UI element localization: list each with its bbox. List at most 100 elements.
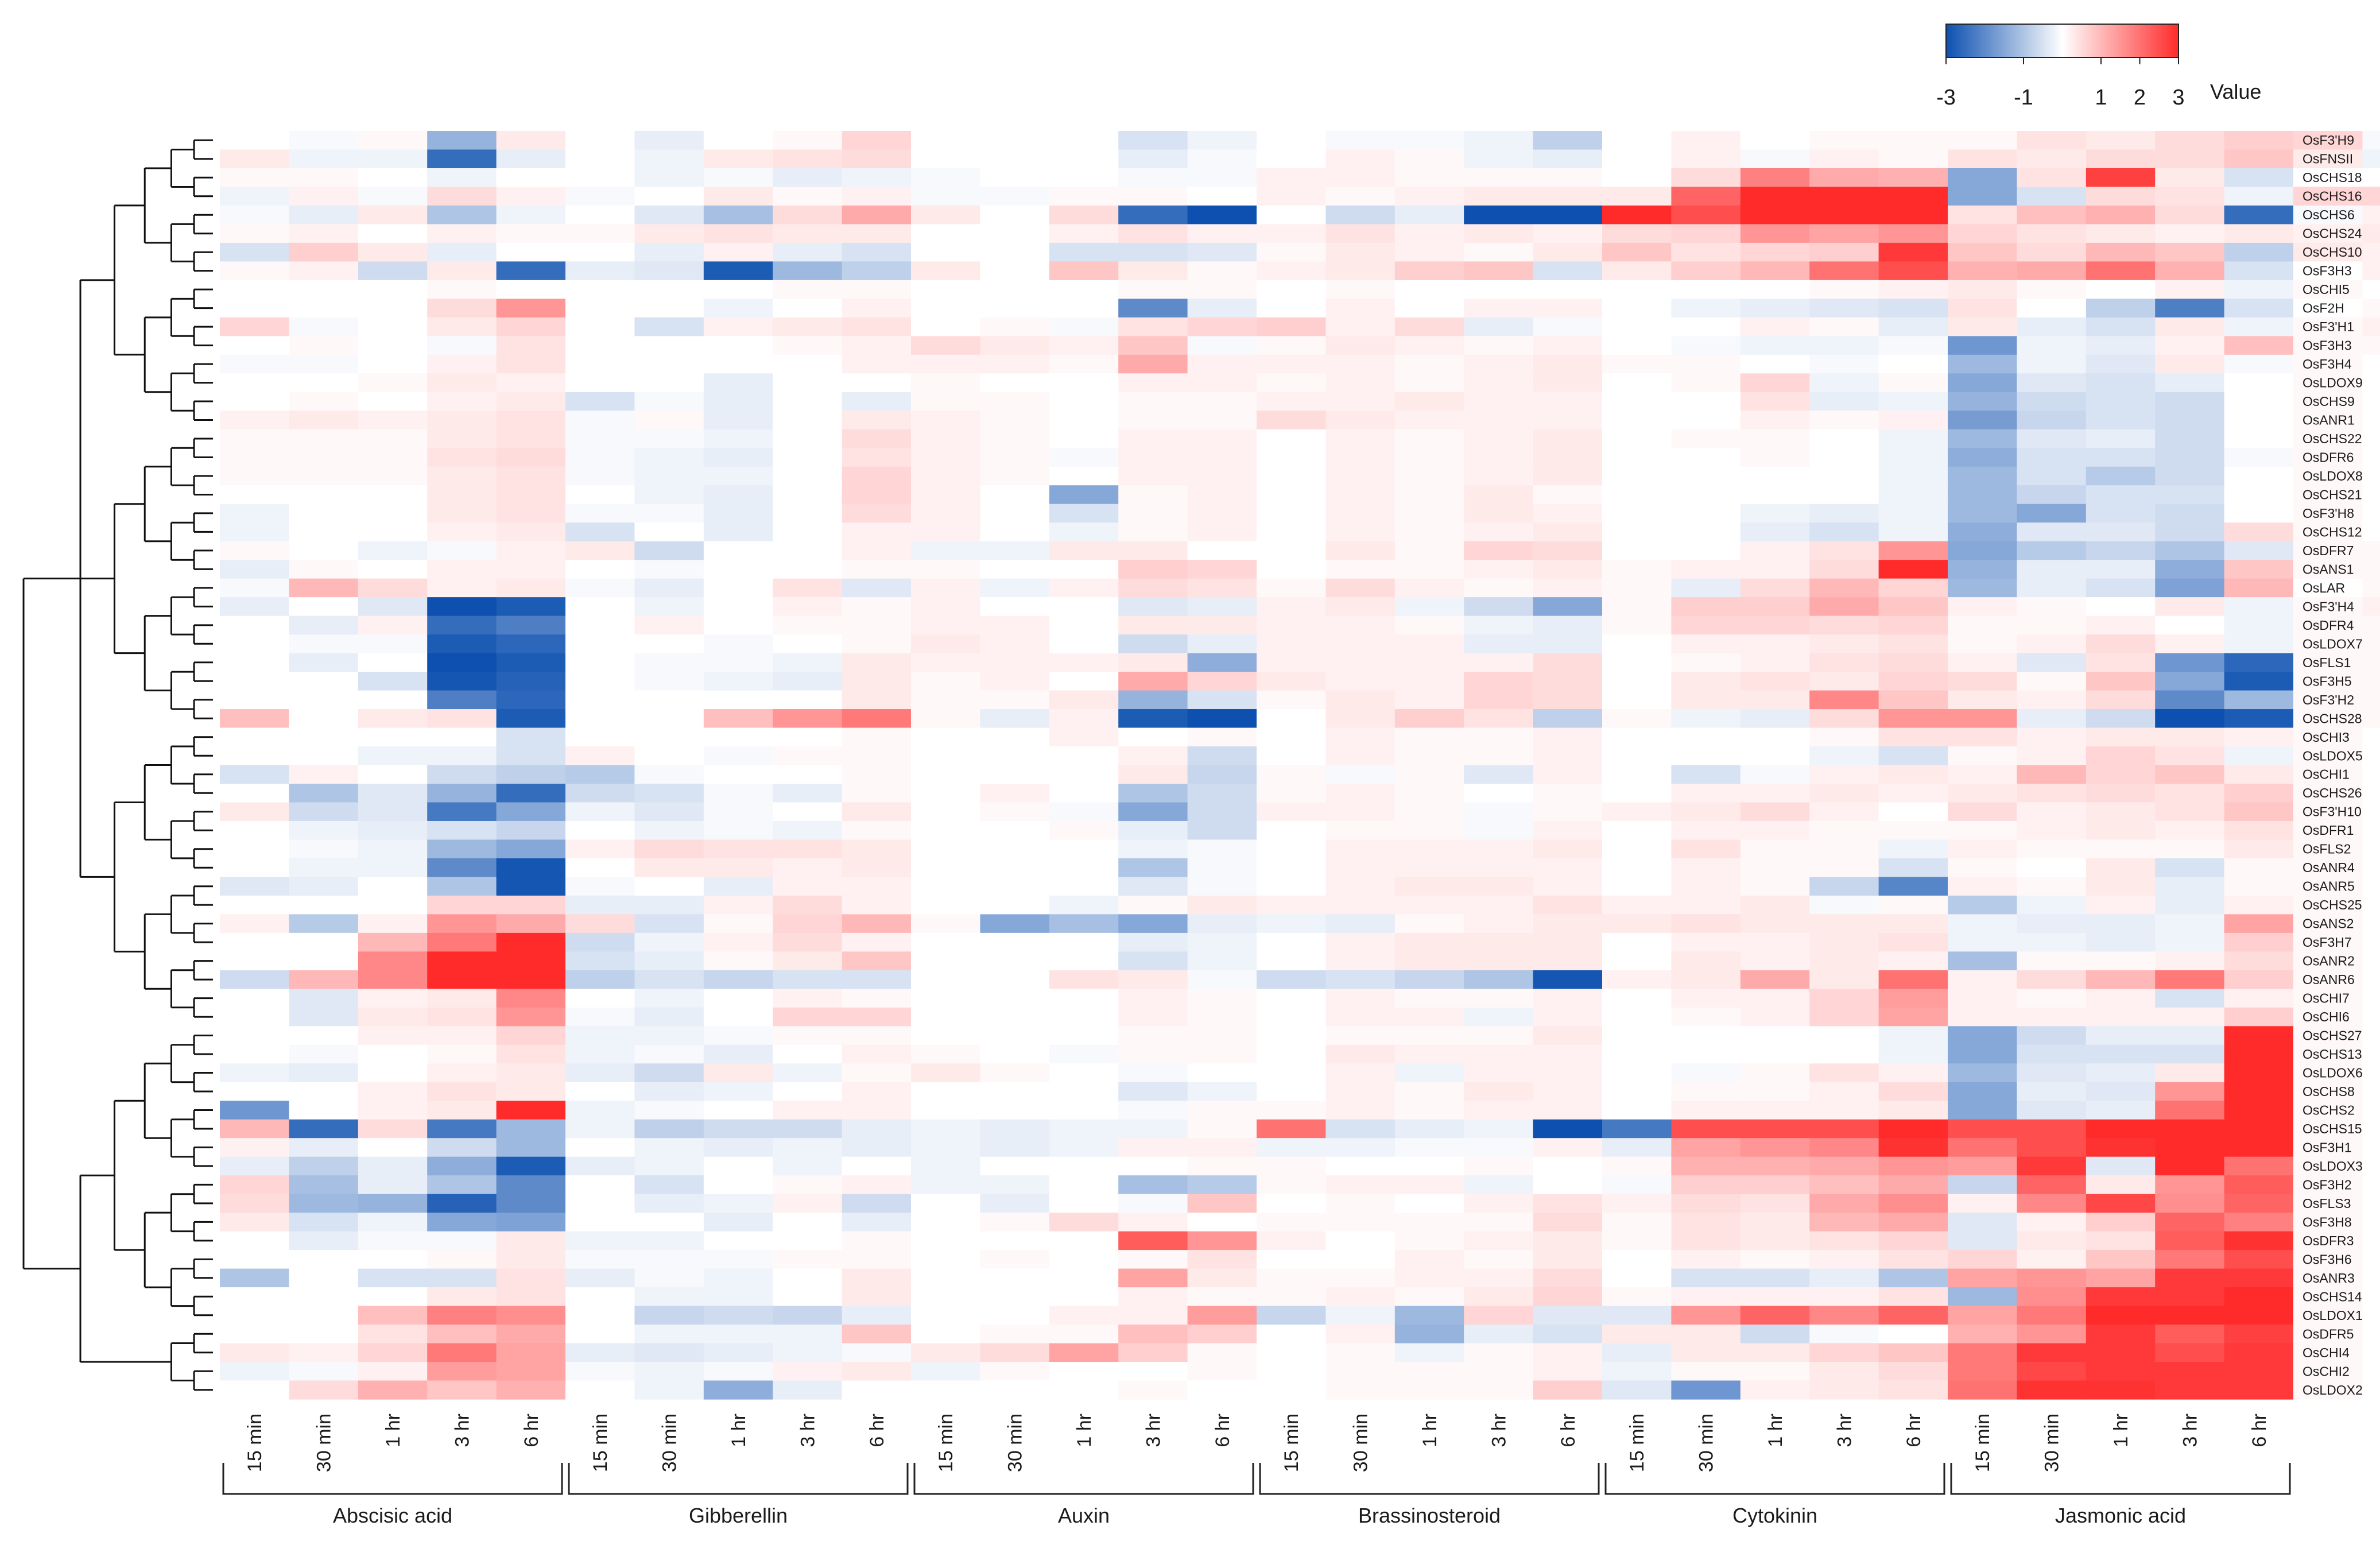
heatmap-cell (1878, 1343, 1948, 1362)
heatmap-cell (1671, 336, 1741, 355)
heatmap-cell (980, 932, 1050, 952)
row-label: OsF3'H9 (2303, 133, 2354, 148)
heatmap-cell (1948, 1380, 2017, 1400)
heatmap-cell (1533, 1213, 1603, 1232)
dendrogram-branches (22, 139, 213, 1391)
heatmap-cell (1671, 1007, 1741, 1027)
heatmap-cell (1948, 989, 2017, 1008)
heatmap-cell (1187, 672, 1257, 691)
heatmap-cell (220, 1082, 289, 1101)
heatmap-cell (1878, 970, 1948, 989)
heatmap-cell (565, 317, 635, 336)
heatmap-cell (1049, 727, 1119, 747)
heatmap-cell (1602, 1325, 1672, 1344)
heatmap-cell (1809, 354, 1879, 374)
row-label: OsF3'H8 (2303, 506, 2354, 521)
heatmap-cell (1809, 392, 1879, 411)
heatmap-cell (2017, 914, 2087, 934)
heatmap-cell (1394, 1156, 1464, 1176)
heatmap-cell (2017, 205, 2087, 225)
heatmap-cell (427, 746, 497, 766)
heatmap-cell (1049, 541, 1119, 560)
heatmap-cell (1878, 131, 1948, 150)
heatmap-cell (2155, 1082, 2225, 1101)
heatmap-cell (980, 989, 1050, 1008)
heatmap-cell (2362, 1026, 2380, 1046)
heatmap-cell (1533, 877, 1603, 896)
heatmap-cell (634, 1250, 704, 1269)
heatmap-cell (773, 280, 843, 299)
heatmap-cell (1533, 746, 1603, 766)
heatmap-cell (1602, 914, 1672, 934)
heatmap-cell (427, 299, 497, 318)
heatmap-cell (220, 597, 289, 617)
heatmap-cell (1394, 541, 1464, 560)
heatmap-cell (773, 149, 843, 169)
heatmap-cell (1464, 1101, 1534, 1120)
heatmap-cell (2362, 522, 2380, 542)
heatmap-cell (496, 1231, 566, 1250)
heatmap-cell (1671, 522, 1741, 542)
heatmap-cell (1118, 224, 1188, 243)
heatmap-cell (1257, 541, 1326, 560)
row-label: OsF2H (2303, 301, 2344, 316)
heatmap-cell (773, 224, 843, 243)
heatmap-cell (1948, 485, 2017, 505)
heatmap-cell (842, 317, 912, 336)
heatmap-cell (1394, 411, 1464, 430)
heatmap-cell (1394, 877, 1464, 896)
heatmap-cell (703, 448, 773, 467)
heatmap-cell (634, 746, 704, 766)
heatmap-cell (2017, 224, 2087, 243)
heatmap-cell (1325, 336, 1396, 355)
heatmap-cell (1809, 615, 1879, 635)
heatmap-cell (1671, 858, 1741, 878)
heatmap-cell (2293, 820, 2363, 841)
heatmap-cell (1809, 1044, 1879, 1064)
heatmap-cell (220, 820, 289, 841)
heatmap-cell (2293, 1119, 2363, 1139)
heatmap-cell (220, 932, 289, 952)
heatmap-cell (2017, 820, 2087, 841)
heatmap-cell (1948, 541, 2017, 560)
heatmap-cell (289, 1026, 359, 1046)
heatmap-cell (1464, 858, 1534, 878)
heatmap-cell (703, 1082, 773, 1101)
heatmap-cell (1533, 1156, 1603, 1176)
heatmap-cell (1394, 1101, 1464, 1120)
heatmap-cell (427, 783, 497, 803)
heatmap-cell (2155, 1306, 2225, 1325)
heatmap-cell (2224, 765, 2294, 784)
heatmap-cell (1878, 560, 1948, 579)
heatmap-cell (358, 1268, 428, 1288)
heatmap-cell (496, 205, 566, 225)
heatmap-cell (1325, 280, 1396, 299)
heatmap-cell (1533, 504, 1603, 523)
heatmap-cell (2362, 1380, 2380, 1400)
heatmap-cell (773, 1026, 843, 1046)
heatmap-cell (1878, 1044, 1948, 1064)
heatmap-cell (2086, 709, 2156, 729)
row-label: OsCHS10 (2303, 245, 2362, 260)
heatmap-cell (1671, 578, 1741, 598)
row-label: OsF3H6 (2303, 1252, 2352, 1267)
heatmap-cell (911, 820, 980, 841)
heatmap-cell (2293, 1287, 2363, 1307)
heatmap-cell (1948, 672, 2017, 691)
heatmap-cell (634, 690, 704, 710)
heatmap-cell (980, 1007, 1050, 1027)
heatmap-cell (1878, 690, 1948, 710)
heatmap-cell (2293, 802, 2363, 822)
heatmap-cell (1878, 783, 1948, 803)
heatmap-cell (2224, 1156, 2294, 1176)
heatmap-cell (1809, 560, 1879, 579)
heatmap-cell (1809, 485, 1879, 505)
heatmap-cell (2293, 466, 2363, 486)
heatmap-cell (1740, 1082, 1810, 1101)
heatmap-cell (2362, 1007, 2380, 1027)
heatmap-cell (496, 261, 566, 281)
heatmap-cell (565, 411, 635, 430)
heatmap-cell (1325, 373, 1396, 393)
heatmap-cell (1394, 783, 1464, 803)
heatmap-cell (2293, 895, 2363, 915)
